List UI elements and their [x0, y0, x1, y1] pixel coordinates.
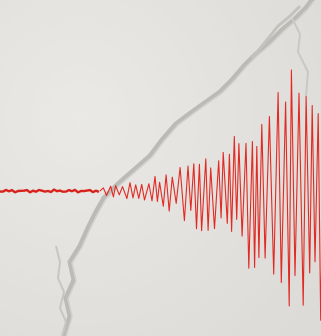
- branch-crack-lower-left: [55, 245, 68, 336]
- branch-crack-upper: [250, 4, 302, 59]
- seismograph-trace-wave: [99, 69, 321, 321]
- seismograph-trace-flat: [0, 188, 100, 194]
- branch-crack-right: [291, 17, 310, 97]
- main-crack: [61, 0, 315, 336]
- main-crack-highlight: [65, 0, 315, 336]
